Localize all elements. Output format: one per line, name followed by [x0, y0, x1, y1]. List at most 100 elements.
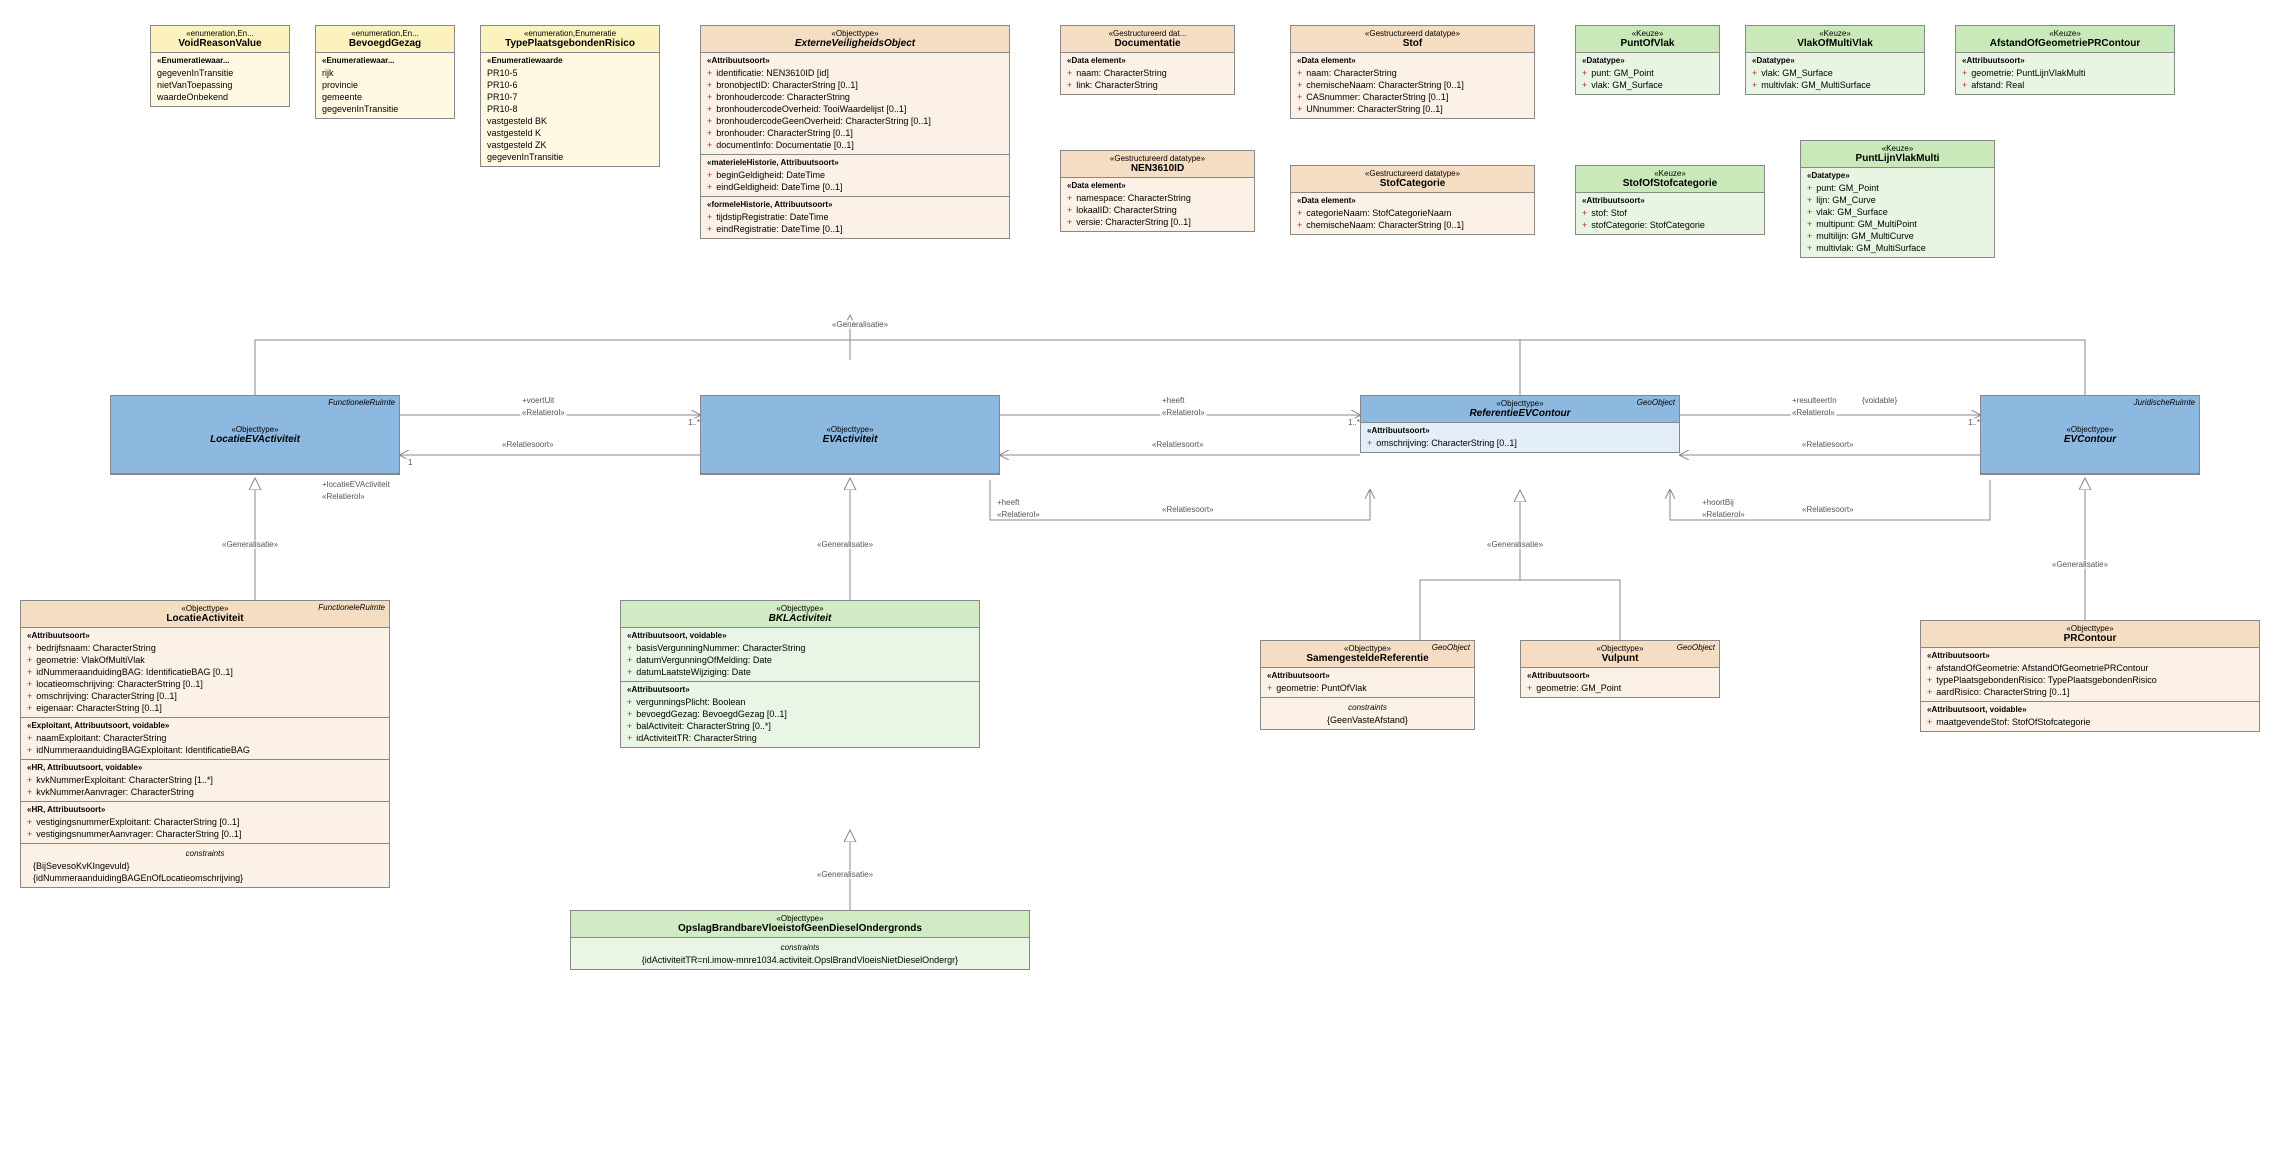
stereo: «enumeration,En... — [322, 29, 448, 38]
gen-label-4: «Generalisatie» — [815, 870, 875, 879]
title: Documentatie — [1067, 38, 1228, 49]
tag: FunctioneleRuimte — [328, 398, 395, 407]
relatierol-2: «Relatierol» — [320, 492, 367, 501]
class-bklactiviteit: «Objecttype» BKLActiviteit «Attribuutsoo… — [620, 600, 980, 748]
enum-typeplaats: «enumeration,Enumeratie TypePlaatsgebond… — [480, 25, 660, 167]
relatierol-4: «Relatierol» — [1790, 408, 1837, 417]
sec: «Attribuutsoort, voidable» — [627, 631, 973, 640]
gen-label-3: «Generalisatie» — [815, 540, 875, 549]
relatiesoort-2: «Relatiesoort» — [1150, 440, 1206, 449]
relatierol-6: «Relatierol» — [1700, 510, 1747, 519]
attr: +stofCategorie: StofCategorie — [1582, 219, 1758, 231]
attr: +geometrie: PuntLijnVlakMulti — [1962, 67, 2168, 79]
attr: +tijdstipRegistratie: DateTime — [707, 211, 1003, 223]
voidable-label: {voidable} — [1860, 396, 1899, 405]
attr: +CASnummer: CharacterString [0..1] — [1297, 91, 1528, 103]
stereo: «Objecttype» — [1987, 425, 2193, 434]
relatierol-1: «Relatierol» — [520, 408, 567, 417]
enum-bevoegdgezag: «enumeration,En... BevoegdGezag «Enumera… — [315, 25, 455, 119]
title: Stof — [1297, 38, 1528, 49]
sec: «Attribuutsoort» — [627, 685, 973, 694]
relatiesoort-5: «Relatiesoort» — [1800, 505, 1856, 514]
title: LocatieEVActiviteit — [117, 434, 393, 445]
resulteert-label: +resulteertIn — [1790, 396, 1839, 405]
val: provincie — [322, 79, 448, 91]
title: NEN3610ID — [1067, 163, 1248, 174]
title: StofCategorie — [1297, 178, 1528, 189]
attr: +categorieNaam: StofCategorieNaam — [1297, 207, 1528, 219]
stereo: «Keuze» — [1752, 29, 1918, 38]
attr: +maatgevendeStof: StofOfStofcategorie — [1927, 716, 2253, 728]
title: ExterneVeiligheidsObject — [707, 38, 1003, 49]
section-title: «Enumeratiewaarde — [487, 56, 653, 65]
attr: +multilijn: GM_MultiCurve — [1807, 230, 1988, 242]
val: gegevenInTransitie — [322, 103, 448, 115]
sec: «Datatype» — [1752, 56, 1918, 65]
title: ReferentieEVContour — [1367, 408, 1673, 419]
sec: «Datatype» — [1807, 171, 1988, 180]
attr: +idNummeraanduidingBAGExploitant: Identi… — [27, 744, 383, 756]
sec: «Attribuutsoort» — [1267, 671, 1468, 680]
class-samengestelde: GeoObject «Objecttype» SamengesteldeRefe… — [1260, 640, 1475, 730]
stereo: «Keuze» — [1582, 29, 1713, 38]
attr: +lijn: GM_Curve — [1807, 194, 1988, 206]
sec: «Data element» — [1067, 181, 1248, 190]
constraint: {idActiviteitTR=nl.imow-mnre1034.activit… — [577, 954, 1023, 966]
gen-label-2: «Generalisatie» — [220, 540, 280, 549]
stereo: «Objecttype» — [577, 914, 1023, 923]
val: gegevenInTransitie — [487, 151, 653, 163]
attr: +eigenaar: CharacterString [0..1] — [27, 702, 383, 714]
sec: «formeleHistorie, Attribuutsoort» — [707, 200, 1003, 209]
title: EVContour — [1987, 434, 2193, 445]
attr: +bronhoudercodeOverheid: TooiWaardelijst… — [707, 103, 1003, 115]
attr: +omschrijving: CharacterString [0..1] — [27, 690, 383, 702]
attr: +chemischeNaam: CharacterString [0..1] — [1297, 219, 1528, 231]
class-externeveiligheid: «Objecttype» ExterneVeiligheidsObject «A… — [700, 25, 1010, 239]
val: nietVanToepassing — [157, 79, 283, 91]
sec: «Attribuutsoort» — [1527, 671, 1713, 680]
gen-label-5: «Generalisatie» — [1485, 540, 1545, 549]
class-stofofstof: «Keuze» StofOfStofcategorie «Attribuutso… — [1575, 165, 1765, 235]
val: vastgesteld ZK — [487, 139, 653, 151]
attr: +geometrie: VlakOfMultiVlak — [27, 654, 383, 666]
attr: +idActiviteitTR: CharacterString — [627, 732, 973, 744]
attr: +link: CharacterString — [1067, 79, 1228, 91]
stereo: «Keuze» — [1582, 169, 1758, 178]
relatiesoort-3: «Relatiesoort» — [1800, 440, 1856, 449]
voertuit-label: +voertUit — [520, 396, 556, 405]
title: SamengesteldeReferentie — [1267, 653, 1468, 664]
sec: «Attribuutsoort» — [1927, 651, 2253, 660]
constraints-title: constraints — [577, 941, 1023, 954]
attr: +vlak: GM_Surface — [1752, 67, 1918, 79]
attr: +multivlak: GM_MultiSurface — [1752, 79, 1918, 91]
attr: +bevoegdGezag: BevoegdGezag [0..1] — [627, 708, 973, 720]
constraints-title: constraints — [1267, 701, 1468, 714]
sec: «Data element» — [1297, 196, 1528, 205]
title: VoidReasonValue — [157, 38, 283, 49]
constraint: {BijSevesoKvKIngevuld} — [27, 860, 383, 872]
val: PR10-6 — [487, 79, 653, 91]
class-puntofvlak: «Keuze» PuntOfVlak «Datatype» +punt: GM_… — [1575, 25, 1720, 95]
attr: +vlak: GM_Surface — [1582, 79, 1713, 91]
enum-voidreason: «enumeration,En... VoidReasonValue «Enum… — [150, 25, 290, 107]
stereo: «Objecttype» — [707, 425, 993, 434]
title: BKLActiviteit — [627, 613, 973, 624]
tag: FunctioneleRuimte — [318, 603, 385, 612]
stereo: «Objecttype» — [117, 425, 393, 434]
relatierol-3: «Relatierol» — [1160, 408, 1207, 417]
class-nen3610: «Gestructureerd datatype» NEN3610ID «Dat… — [1060, 150, 1255, 232]
title: PuntOfVlak — [1582, 38, 1713, 49]
class-locatieevactiviteit: FunctioneleRuimte «Objecttype» LocatieEV… — [110, 395, 400, 475]
attr: +punt: GM_Point — [1807, 182, 1988, 194]
attr: +bedrijfsnaam: CharacterString — [27, 642, 383, 654]
attr: +basisVergunningNummer: CharacterString — [627, 642, 973, 654]
attr: +vestigingsnummerExploitant: CharacterSt… — [27, 816, 383, 828]
val: gegevenInTransitie — [157, 67, 283, 79]
tag: GeoObject — [1432, 643, 1470, 652]
val: PR10-5 — [487, 67, 653, 79]
stereo: «Objecttype» — [1367, 399, 1673, 408]
sec: «Attribuutsoort» — [1367, 426, 1673, 435]
stereo: «Objecttype» — [627, 604, 973, 613]
val: vastgesteld K — [487, 127, 653, 139]
attr: +eindGeldigheid: DateTime [0..1] — [707, 181, 1003, 193]
